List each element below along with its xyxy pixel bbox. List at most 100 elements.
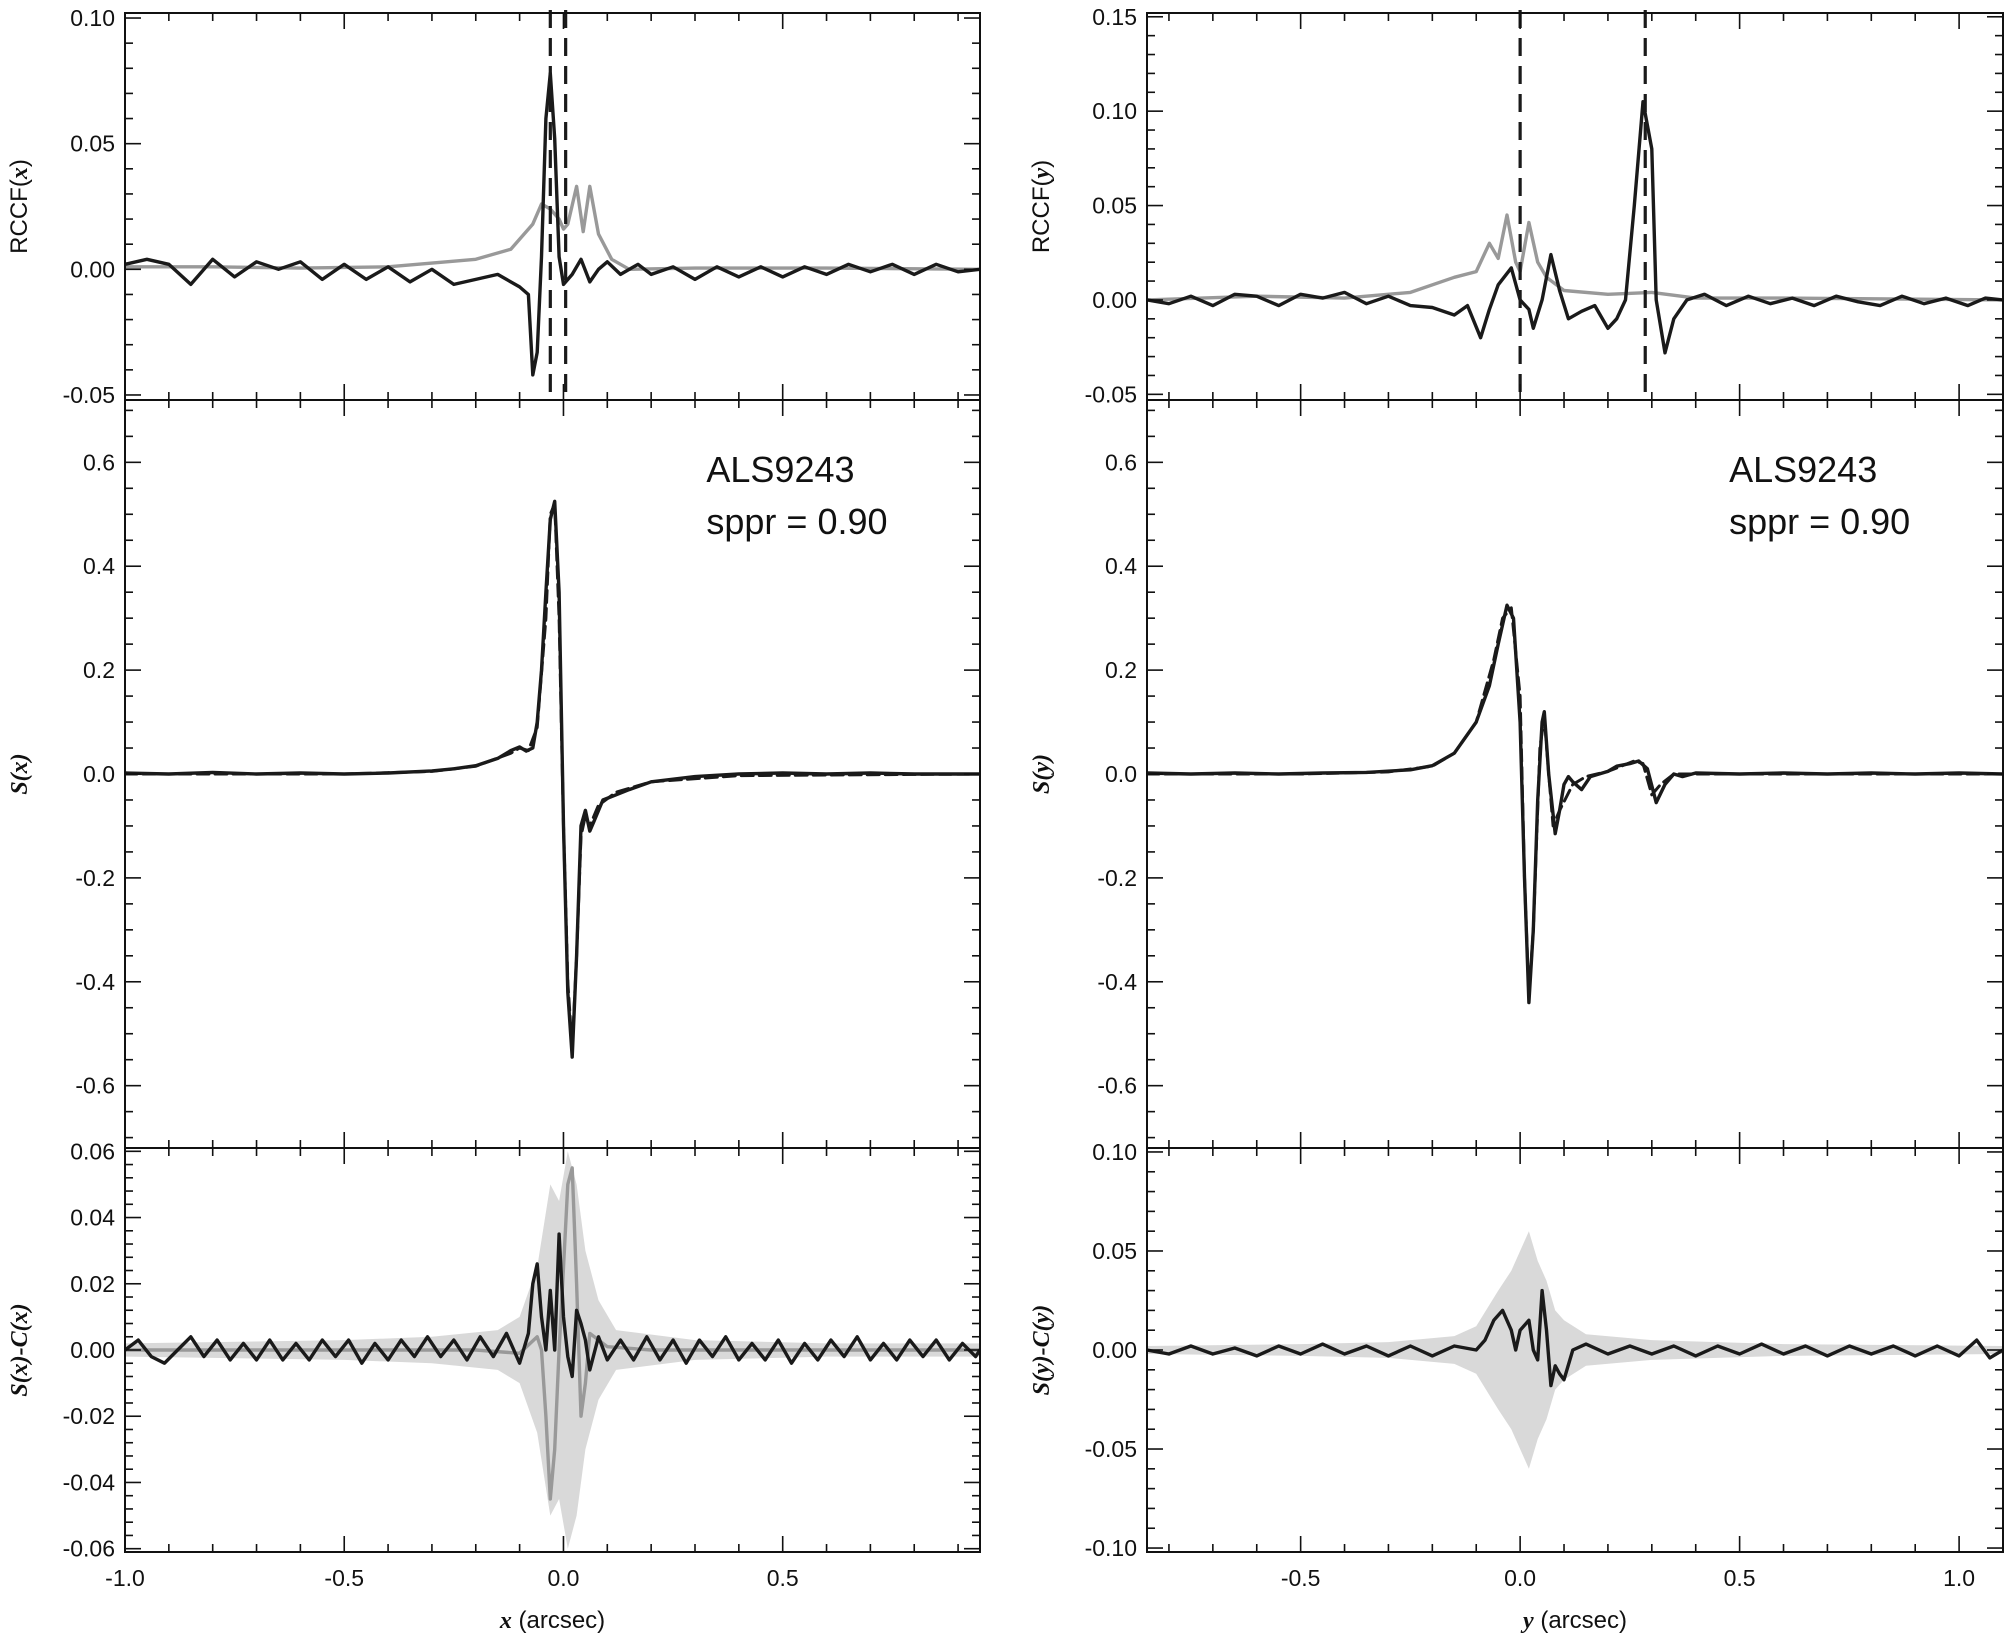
uncertainty-band [125,1151,980,1549]
annotation-line-1: sppr = 0.90 [1729,501,1910,542]
x-tick-label: 0.0 [1504,1565,1536,1591]
x-axis-title: y (arcsec) [1520,1607,1627,1634]
y-axis-title-part: ) [1029,754,1055,764]
y-axis-title-part: RCCF( [6,179,33,254]
y-tick-label: 0.10 [1092,1139,1137,1165]
panel-right-middle: -0.6 -0.4 -0.2 0.0 0.2 0.4 0.6 S(y) ALS9243 sppr … [1029,399,2004,1149]
y-axis-title: S(x) [7,753,33,794]
x-tick-label: 0.0 [547,1565,579,1591]
y-axis-title-part: S( [1029,1372,1055,1395]
annotation-line-1: sppr = 0.90 [706,501,887,542]
series-line-0 [125,184,980,271]
y-tick-label: 0.06 [70,1138,115,1164]
y-axis-title: S(x)-C(x) [7,1303,33,1396]
panel-left-top: -0.05 0.00 0.05 0.10 RCCF(x) [6,5,981,408]
y-tick-label: 0.6 [83,449,115,475]
plot-area [1147,603,2003,1005]
y-tick-label: 0.10 [70,5,115,31]
y-tick-label: 0.00 [70,1337,115,1363]
y-axis-title-part: S( [7,1373,33,1396]
y-tick-label: -0.4 [75,969,115,995]
annotation-line-0: ALS9243 [706,449,854,490]
panel-left-middle: -0.6 -0.4 -0.2 0.0 0.2 0.4 0.6 S(x) ALS9243 sppr … [7,399,981,1149]
y-tick-label: -0.02 [63,1403,115,1429]
y-tick-label: -0.05 [1085,381,1137,407]
y-tick-label: 0.05 [70,131,115,157]
y-tick-label: 0.0 [1105,761,1137,787]
plot-area [125,71,980,377]
x-axis-title-part: x [499,1608,512,1634]
panel-frame [124,12,981,401]
y-axis-title-part: S( [7,771,33,794]
y-axis-title: S(y) [1029,754,1055,794]
y-axis-title-part: )-C( [7,1321,33,1365]
x-tick-label: -1.0 [105,1565,145,1591]
y-axis-title-part: ) [6,159,33,167]
plot-area [125,499,980,1059]
y-tick-label: -0.6 [1097,1073,1137,1099]
y-tick-label: 0.2 [1105,657,1137,683]
y-axis-title: RCCF(x) [6,159,33,254]
y-tick-label: -0.2 [1097,865,1137,891]
y-tick-label: -0.05 [1085,1436,1137,1462]
y-tick-label: -0.05 [63,382,115,408]
y-tick-label: 0.10 [1092,98,1137,124]
x-axis-title-part: (arcsec) [1534,1607,1627,1634]
y-axis-title: S(y)-C(y) [1029,1305,1055,1396]
y-axis-title-part: x [7,167,33,180]
y-axis-title-part: x [7,1311,33,1324]
y-tick-label: 0.05 [1092,1238,1137,1264]
x-tick-label: 0.5 [767,1565,799,1591]
series-line-1 [125,1232,980,1379]
series-line-0 [1147,213,2003,302]
y-tick-label: 0.00 [70,256,115,282]
y-tick-label: 0.02 [70,1271,115,1297]
y-axis-title-part: x [7,1363,33,1376]
model-dashed-line-0 [1147,606,2003,999]
y-axis-title-part: S( [1029,771,1055,794]
plot-area [1147,100,2003,355]
series-line-1 [125,71,980,377]
y-tick-label: -0.06 [63,1536,115,1562]
x-axis-title: x (arcsec) [499,1607,605,1634]
y-axis-title-part: y [1029,1312,1055,1326]
series-line-1 [1147,603,2003,1005]
x-tick-label: 0.5 [1724,1565,1756,1591]
y-tick-label: -0.6 [75,1073,115,1099]
y-tick-label: 0.15 [1092,4,1137,30]
y-axis-title-part: ) [7,1303,33,1313]
y-tick-label: 0.2 [83,657,115,683]
y-tick-label: 0.05 [1092,193,1137,219]
y-axis-title-part: ) [1028,160,1055,168]
y-tick-label: 0.6 [1105,449,1137,475]
x-tick-label: -0.5 [324,1565,364,1591]
x-tick-label: -0.5 [1281,1565,1321,1591]
plot-area [1147,1231,2003,1469]
model-dashed-line-0 [125,502,980,1051]
y-tick-label: 0.4 [83,553,115,579]
series-line-1 [1147,100,2003,355]
series-line-1 [125,499,980,1059]
y-axis-title-part: ) [7,753,33,763]
y-tick-label: 0.4 [1105,553,1137,579]
x-axis-title-part: (arcsec) [512,1607,605,1634]
y-axis-title-part: y [1029,168,1055,182]
plot-area [125,1151,980,1549]
y-tick-label: -0.4 [1097,969,1137,995]
x-tick-label: 1.0 [1943,1565,1975,1591]
y-tick-label: -0.04 [63,1469,116,1495]
annotation-line-0: ALS9243 [1729,449,1877,490]
y-axis-title-part: y [1029,1363,1055,1377]
panel-left-bottom: -0.06 -0.04 -0.02 0.00 0.02 0.04 0.06 -1.0 -0.5 0… [7,1138,981,1634]
series-line-0 [1147,1288,2003,1388]
y-axis-title-part: ) [1029,1305,1055,1315]
x-axis-title-part: y [1520,1608,1534,1634]
y-axis-title-part: y [1029,762,1055,776]
y-tick-label: -0.2 [75,865,115,891]
panel-frame [1146,12,2004,401]
panel-right-top: -0.05 0.00 0.05 0.10 0.15 RCCF(y) [1028,4,2004,407]
y-tick-label: 0.0 [83,761,115,787]
y-axis-title: RCCF(y) [1028,160,1055,253]
y-axis-title-part: RCCF( [1028,179,1055,254]
